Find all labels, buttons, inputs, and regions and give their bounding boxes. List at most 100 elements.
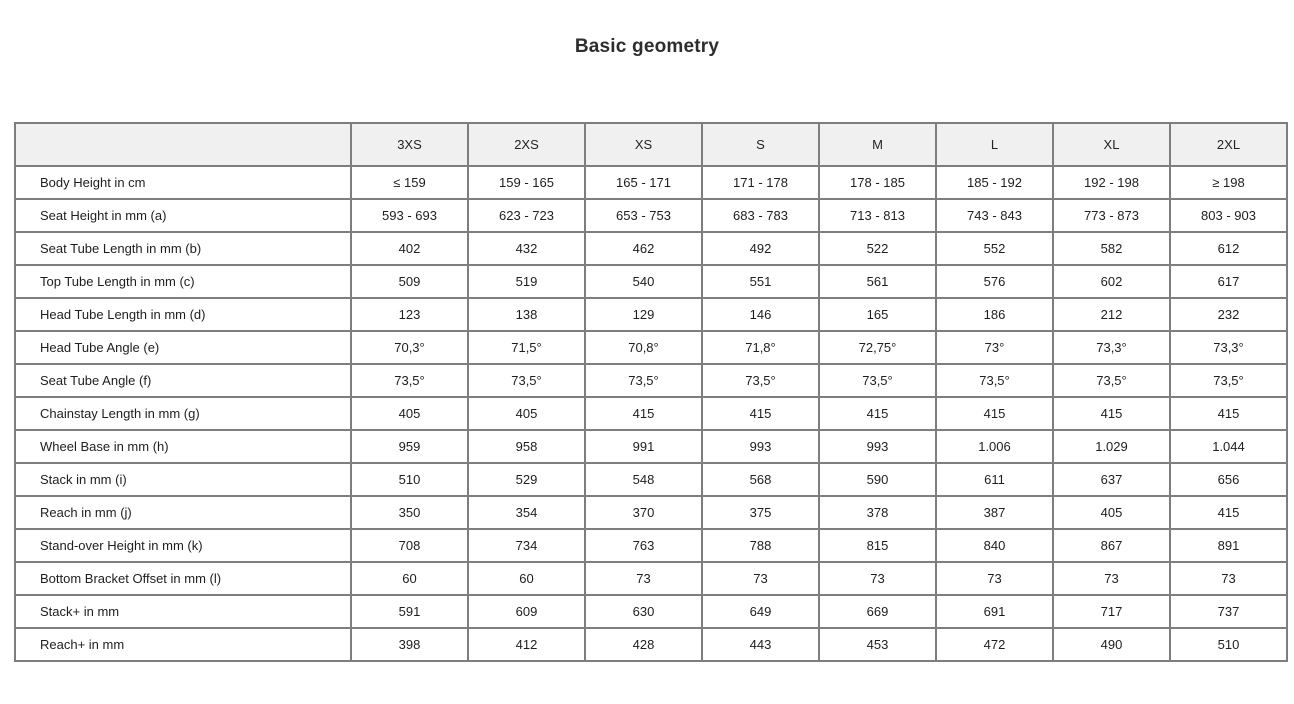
value-cell: 73 xyxy=(584,561,703,596)
value-cell: 623 - 723 xyxy=(467,198,586,233)
value-cell: 653 - 753 xyxy=(584,198,703,233)
value-cell: 529 xyxy=(467,462,586,497)
value-cell: 612 xyxy=(1169,231,1288,266)
value-cell: 519 xyxy=(467,264,586,299)
value-cell: 60 xyxy=(467,561,586,596)
value-cell: 993 xyxy=(701,429,820,464)
value-cell: 73 xyxy=(1169,561,1288,596)
column-header-m: M xyxy=(818,122,937,167)
geometry-table-head: 3XS 2XS XS S M L XL 2XL xyxy=(14,122,1288,167)
value-cell: 737 xyxy=(1169,594,1288,629)
value-cell: 387 xyxy=(935,495,1054,530)
value-cell: 138 xyxy=(467,297,586,332)
row-label: Stack in mm (i) xyxy=(14,462,352,497)
row-label: Seat Tube Angle (f) xyxy=(14,363,352,398)
value-cell: 734 xyxy=(467,528,586,563)
value-cell: 593 - 693 xyxy=(350,198,469,233)
value-cell: 649 xyxy=(701,594,820,629)
table-row: Stack in mm (i) 510 529 548 568 590 611 637 656 xyxy=(14,462,1288,497)
value-cell: 453 xyxy=(818,627,937,662)
value-cell: 73,5° xyxy=(701,363,820,398)
page-title: Basic geometry xyxy=(574,36,720,57)
value-cell: 432 xyxy=(467,231,586,266)
value-cell: 548 xyxy=(584,462,703,497)
value-cell: 415 xyxy=(1169,396,1288,431)
value-cell: 405 xyxy=(1052,495,1171,530)
value-cell: 1.029 xyxy=(1052,429,1171,464)
row-label: Wheel Base in mm (h) xyxy=(14,429,352,464)
value-cell: 1.006 xyxy=(935,429,1054,464)
value-cell: 708 xyxy=(350,528,469,563)
value-cell: 713 - 813 xyxy=(818,198,937,233)
value-cell: 73,5° xyxy=(1169,363,1288,398)
value-cell: 412 xyxy=(467,627,586,662)
value-cell: 73 xyxy=(1052,561,1171,596)
value-cell: 73° xyxy=(935,330,1054,365)
value-cell: 146 xyxy=(701,297,820,332)
value-cell: 71,8° xyxy=(701,330,820,365)
value-cell: 192 - 198 xyxy=(1052,165,1171,200)
column-header-xl: XL xyxy=(1052,122,1171,167)
value-cell: 590 xyxy=(818,462,937,497)
value-cell: 73,5° xyxy=(584,363,703,398)
value-cell: 232 xyxy=(1169,297,1288,332)
value-cell: 165 - 171 xyxy=(584,165,703,200)
row-label: Stack+ in mm xyxy=(14,594,352,629)
value-cell: 370 xyxy=(584,495,703,530)
value-cell: 73,3° xyxy=(1052,330,1171,365)
row-label: Seat Tube Length in mm (b) xyxy=(14,231,352,266)
column-header-2xl: 2XL xyxy=(1169,122,1288,167)
value-cell: 186 xyxy=(935,297,1054,332)
value-cell: 510 xyxy=(350,462,469,497)
value-cell: 72,75° xyxy=(818,330,937,365)
value-cell: 509 xyxy=(350,264,469,299)
value-cell: 763 xyxy=(584,528,703,563)
table-row: Seat Tube Angle (f) 73,5° 73,5° 73,5° 73,5° 7… xyxy=(14,363,1288,398)
row-label: Seat Height in mm (a) xyxy=(14,198,352,233)
value-cell: 472 xyxy=(935,627,1054,662)
value-cell: 630 xyxy=(584,594,703,629)
row-label: Reach+ in mm xyxy=(14,627,352,662)
value-cell: 609 xyxy=(467,594,586,629)
value-cell: 73,5° xyxy=(467,363,586,398)
value-cell: 73,5° xyxy=(1052,363,1171,398)
value-cell: ≤ 159 xyxy=(350,165,469,200)
value-cell: 212 xyxy=(1052,297,1171,332)
value-cell: 773 - 873 xyxy=(1052,198,1171,233)
value-cell: 669 xyxy=(818,594,937,629)
value-cell: 350 xyxy=(350,495,469,530)
value-cell: 959 xyxy=(350,429,469,464)
corner-cell xyxy=(14,122,352,167)
value-cell: 637 xyxy=(1052,462,1171,497)
value-cell: 129 xyxy=(584,297,703,332)
value-cell: 73 xyxy=(818,561,937,596)
row-label: Chainstay Length in mm (g) xyxy=(14,396,352,431)
column-header-s: S xyxy=(701,122,820,167)
value-cell: 71,5° xyxy=(467,330,586,365)
row-label: Head Tube Length in mm (d) xyxy=(14,297,352,332)
column-header-2xs: 2XS xyxy=(467,122,586,167)
value-cell: 490 xyxy=(1052,627,1171,662)
value-cell: 185 - 192 xyxy=(935,165,1054,200)
value-cell: 552 xyxy=(935,231,1054,266)
value-cell: 70,3° xyxy=(350,330,469,365)
table-row: Reach+ in mm 398 412 428 443 453 472 490 510 xyxy=(14,627,1288,662)
value-cell: 415 xyxy=(1052,396,1171,431)
table-row: Body Height in cm ≤ 159 159 - 165 165 - 171… xyxy=(14,165,1288,200)
column-header-l: L xyxy=(935,122,1054,167)
table-row: Seat Height in mm (a) 593 - 693 623 - 723 6… xyxy=(14,198,1288,233)
value-cell: 788 xyxy=(701,528,820,563)
value-cell: 60 xyxy=(350,561,469,596)
value-cell: 717 xyxy=(1052,594,1171,629)
value-cell: 1.044 xyxy=(1169,429,1288,464)
value-cell: 576 xyxy=(935,264,1054,299)
geometry-table: 3XS 2XS XS S M L XL 2XL Body Height in cm ≤ 159 1… xyxy=(14,122,1288,662)
table-row: Stack+ in mm 591 609 630 649 669 691 717 737 xyxy=(14,594,1288,629)
row-label: Stand-over Height in mm (k) xyxy=(14,528,352,563)
value-cell: 522 xyxy=(818,231,937,266)
value-cell: 803 - 903 xyxy=(1169,198,1288,233)
table-row: Top Tube Length in mm (c) 509 519 540 551 561… xyxy=(14,264,1288,299)
value-cell: 991 xyxy=(584,429,703,464)
value-cell: 165 xyxy=(818,297,937,332)
value-cell: 540 xyxy=(584,264,703,299)
